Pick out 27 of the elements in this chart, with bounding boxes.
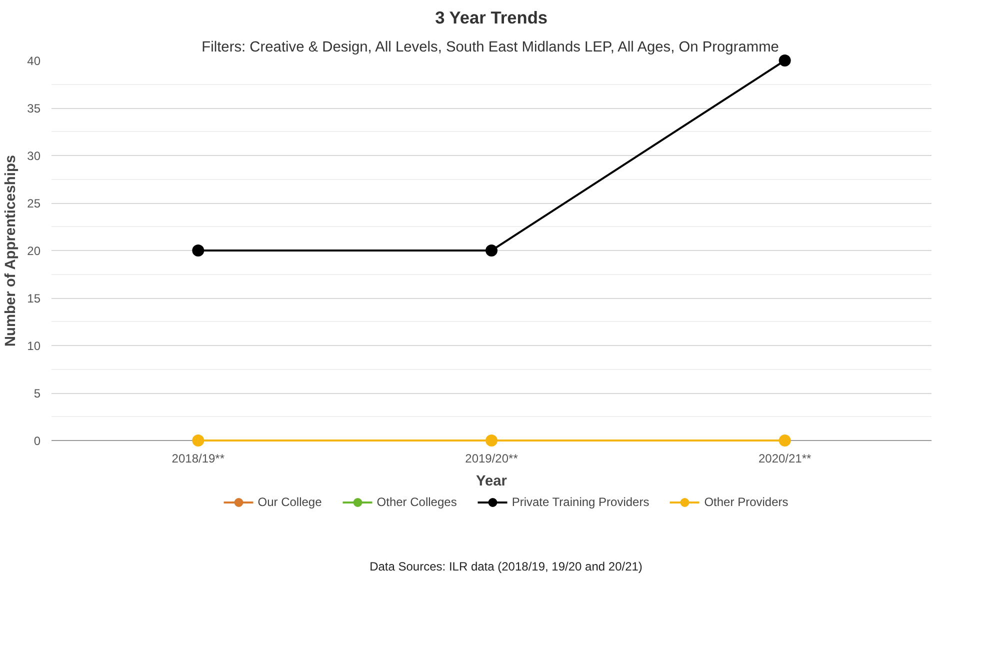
point bbox=[486, 434, 498, 446]
y-tick-label: 15 bbox=[27, 292, 41, 306]
y-axis-title: Number of Apprenticeships bbox=[3, 154, 20, 347]
y-tick-label: 35 bbox=[27, 102, 41, 116]
y-tick-label: 10 bbox=[27, 339, 41, 353]
y-tick-label: 5 bbox=[34, 386, 41, 400]
point bbox=[192, 434, 204, 446]
x-tick-label: 2019/20** bbox=[465, 452, 518, 466]
y-tick-label: 25 bbox=[27, 196, 41, 210]
legend-label: Other Colleges bbox=[376, 495, 457, 509]
point bbox=[486, 244, 498, 256]
x-tick-label: 2018/19** bbox=[172, 452, 225, 466]
y-tick-label: 0 bbox=[34, 434, 41, 448]
point bbox=[778, 54, 791, 66]
y-tick-label: 20 bbox=[27, 244, 41, 258]
text: Data Sources: ILR data (2018/19, 19/20 and 20/21) bbox=[370, 560, 642, 574]
legend-label: Other Providers bbox=[704, 495, 788, 509]
point bbox=[192, 244, 204, 256]
x-axis-title: Year bbox=[476, 474, 508, 490]
chart-subtitle: Filters: Creative & Design, All Levels, South East Midlands LEP, All Ages, On Programme bbox=[202, 40, 779, 56]
legend-label: Our College bbox=[258, 495, 322, 509]
legend-label: Private Training Providers bbox=[512, 495, 650, 509]
y-tick-label: 30 bbox=[27, 149, 41, 163]
x-tick-label: 2020/21** bbox=[758, 452, 812, 466]
point bbox=[778, 434, 791, 446]
chart-title: 3 Year Trends bbox=[435, 8, 548, 28]
y-tick-label: 40 bbox=[27, 54, 41, 68]
